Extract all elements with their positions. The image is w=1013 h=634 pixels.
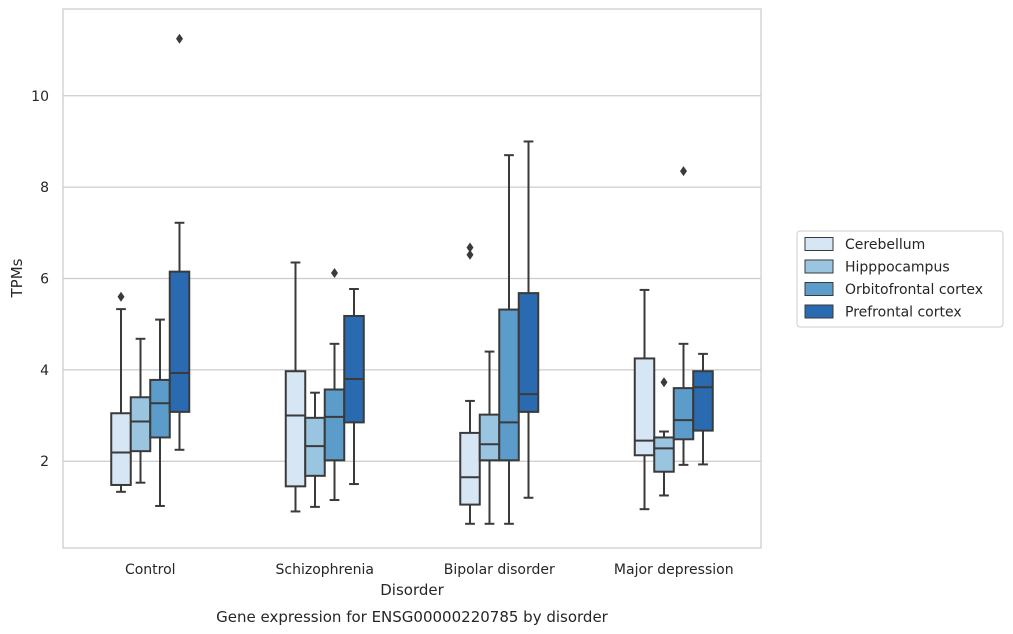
y-tick-label: 2 xyxy=(40,454,49,470)
iqr-box xyxy=(498,308,520,462)
box-prefrontal-cortex xyxy=(517,140,540,499)
iqr-box xyxy=(633,357,656,457)
y-axis-label: TPMs xyxy=(8,258,26,298)
y-tick-label: 8 xyxy=(40,180,49,196)
axis-ticks: 2 4 6 8 10 Control Schizophrenia Bipolar disord… xyxy=(31,89,733,578)
x-axis-label: Disorder xyxy=(380,581,444,599)
box-prefrontal-cortex xyxy=(692,352,714,466)
box-prefrontal-cortex xyxy=(168,33,191,451)
legend-swatch xyxy=(804,237,834,251)
iqr-box xyxy=(672,387,695,441)
iqr-box xyxy=(653,436,675,473)
iqr-box xyxy=(323,388,346,462)
legend-label: Prefrontal cortex xyxy=(845,305,962,321)
box-cerebellum xyxy=(459,242,481,525)
legend-label: Hipppocampus xyxy=(845,260,950,276)
x-tick-label: Schizophrenia xyxy=(276,562,374,578)
iqr-box xyxy=(168,270,191,413)
legend-swatch xyxy=(804,304,834,319)
box-orbitofrontal-cortex xyxy=(149,318,171,507)
legend-label: Cerebellum xyxy=(845,237,925,253)
x-tick-label: Bipolar disorder xyxy=(444,562,555,578)
outlier-point xyxy=(466,249,474,260)
iqr-box xyxy=(343,314,365,424)
iqr-box xyxy=(517,292,540,413)
outlier-point xyxy=(176,33,183,44)
iqr-box xyxy=(692,370,714,432)
outlier-point xyxy=(680,166,687,177)
box-orbitofrontal-cortex xyxy=(323,268,346,502)
box-prefrontal-cortex xyxy=(343,288,365,486)
iqr-box xyxy=(129,396,152,453)
legend-swatch xyxy=(804,282,834,296)
iqr-box xyxy=(149,378,171,439)
iqr-box xyxy=(284,370,307,488)
outlier-point xyxy=(466,242,474,253)
plot-frame xyxy=(62,8,762,549)
legend-frame xyxy=(796,230,1004,328)
box-cerebellum xyxy=(284,261,307,513)
legend: Cerebellum Hipppocampus Orbitofrontal cort… xyxy=(796,230,1004,328)
outlier-point xyxy=(331,268,338,279)
box-hipppocampus xyxy=(304,391,326,508)
y-tick-label: 4 xyxy=(40,363,49,379)
x-tick-label: Control xyxy=(125,562,176,578)
box-cerebellum xyxy=(110,291,132,493)
box-cerebellum xyxy=(633,288,656,511)
outlier-point xyxy=(660,377,668,388)
box-hipppocampus xyxy=(478,350,501,525)
box-groups xyxy=(110,33,714,525)
iqr-box xyxy=(459,431,481,506)
y-tick-label: 10 xyxy=(31,89,49,105)
y-tick-label: 6 xyxy=(40,272,49,288)
outlier-point xyxy=(117,291,125,302)
x-tick-label: Major depression xyxy=(614,562,734,578)
box-orbitofrontal-cortex xyxy=(672,166,695,466)
iqr-box xyxy=(478,413,501,462)
box-hipppocampus xyxy=(653,377,675,497)
box-orbitofrontal-cortex xyxy=(498,154,520,525)
chart-title: Gene expression for ENSG00000220785 by d… xyxy=(216,608,609,626)
iqr-box xyxy=(110,412,132,486)
legend-swatch xyxy=(804,259,834,274)
legend-label: Orbitofrontal cortex xyxy=(845,282,983,298)
